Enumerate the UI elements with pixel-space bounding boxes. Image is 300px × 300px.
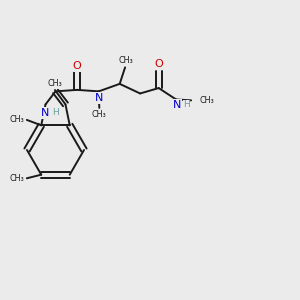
Text: CH₃: CH₃ (92, 110, 107, 119)
Text: O: O (73, 61, 82, 71)
Text: CH₃: CH₃ (10, 115, 25, 124)
Text: H: H (52, 108, 59, 117)
Text: H: H (183, 100, 190, 109)
Text: CH₃: CH₃ (48, 79, 62, 88)
Text: N: N (41, 108, 50, 118)
Text: N: N (173, 100, 182, 110)
Text: CH₃: CH₃ (200, 96, 214, 105)
Text: CH₃: CH₃ (10, 174, 25, 183)
Text: N: N (95, 93, 103, 103)
Text: O: O (154, 59, 163, 69)
Text: CH₃: CH₃ (118, 56, 133, 65)
